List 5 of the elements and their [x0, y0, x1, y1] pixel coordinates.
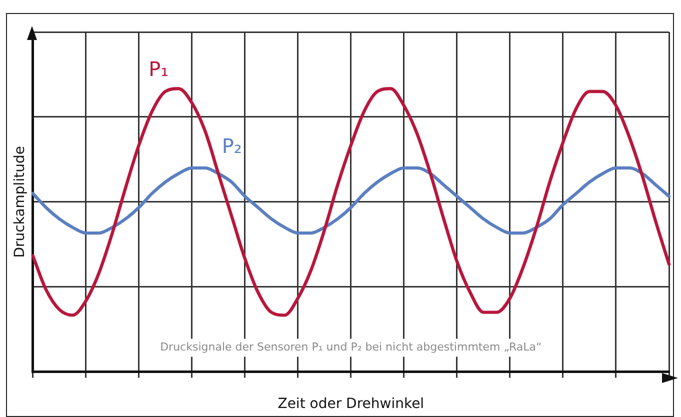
y-axis-title: Druckamplitude	[12, 146, 28, 258]
x-axis-title: Zeit oder Drehwinkel	[278, 396, 424, 412]
series-label: P₁	[148, 56, 169, 81]
annotation: Drucksignale der Sensoren P₁ und P₂ bei nicht abgestimmtem „RaLa“	[160, 340, 542, 354]
series-label: P₂	[222, 134, 242, 158]
